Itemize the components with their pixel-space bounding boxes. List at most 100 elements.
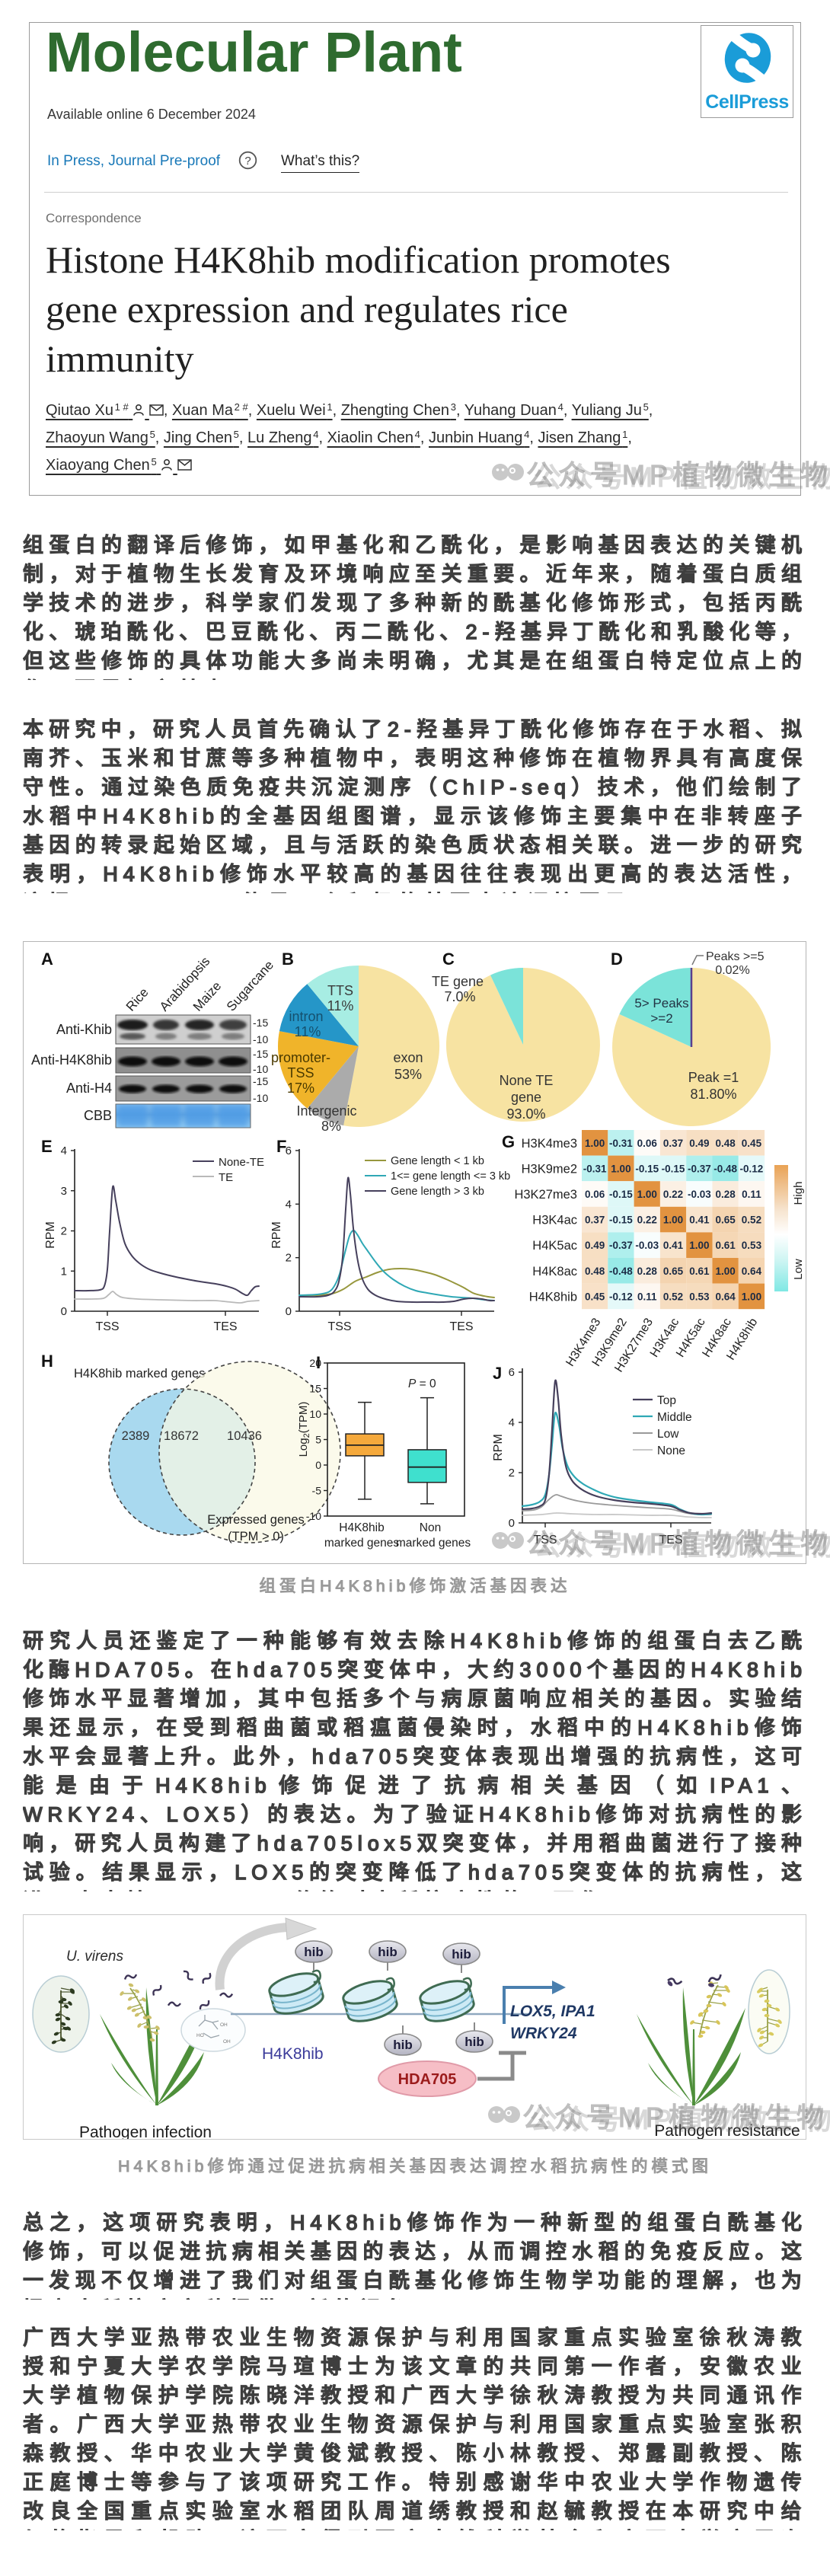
svg-text:2: 2 xyxy=(61,1225,67,1238)
svg-text:0.22: 0.22 xyxy=(663,1189,683,1200)
svg-text:Low: Low xyxy=(657,1428,679,1441)
svg-text:P = 0: P = 0 xyxy=(408,1377,436,1390)
svg-text:1<= gene length <= 3 kb: 1<= gene length <= 3 kb xyxy=(391,1170,510,1183)
svg-text:H4K8hib marked genes: H4K8hib marked genes xyxy=(74,1367,205,1381)
svg-text:TE gene: TE gene xyxy=(432,974,484,989)
svg-text:-10: -10 xyxy=(306,1510,321,1522)
svg-text:-15: -15 xyxy=(253,1048,268,1060)
svg-text:High: High xyxy=(792,1182,805,1205)
svg-text:-0.03: -0.03 xyxy=(688,1189,711,1200)
svg-text:0.65: 0.65 xyxy=(663,1266,684,1277)
svg-text:0.22: 0.22 xyxy=(637,1215,657,1226)
svg-text:D: D xyxy=(611,950,623,969)
svg-text:-0.15: -0.15 xyxy=(609,1189,633,1200)
svg-text:-0.31: -0.31 xyxy=(583,1163,607,1174)
svg-text:H4K8hib: H4K8hib xyxy=(529,1290,577,1304)
svg-text:H3K27me3: H3K27me3 xyxy=(514,1188,577,1202)
svg-text:Expressed genes: Expressed genes xyxy=(207,1513,305,1527)
svg-text:E: E xyxy=(41,1137,53,1156)
svg-text:H4K8ac: H4K8ac xyxy=(532,1265,577,1278)
svg-text:TSS: TSS xyxy=(287,1065,314,1081)
svg-text:intron: intron xyxy=(289,1009,323,1024)
svg-text:0: 0 xyxy=(509,1517,515,1530)
svg-text:0.02%: 0.02% xyxy=(715,964,749,977)
svg-text:0.48: 0.48 xyxy=(585,1266,605,1277)
svg-text:Sugarcane: Sugarcane xyxy=(224,958,276,1014)
svg-text:Gene length < 1 kb: Gene length < 1 kb xyxy=(391,1155,484,1167)
svg-text:0.45: 0.45 xyxy=(585,1291,605,1302)
svg-text:Middle: Middle xyxy=(657,1411,692,1424)
svg-text:Top: Top xyxy=(657,1394,676,1407)
svg-text:-0.31: -0.31 xyxy=(609,1138,633,1149)
svg-text:Anti-Khib: Anti-Khib xyxy=(56,1022,112,1037)
svg-text:TSS: TSS xyxy=(95,1320,119,1333)
svg-text:18672: 18672 xyxy=(164,1429,199,1443)
svg-text:1.00: 1.00 xyxy=(663,1215,683,1226)
svg-text:11%: 11% xyxy=(327,998,354,1013)
svg-text:2: 2 xyxy=(509,1467,515,1480)
svg-text:marked genes: marked genes xyxy=(324,1537,399,1550)
svg-text:-0.15: -0.15 xyxy=(662,1163,685,1174)
svg-text:4: 4 xyxy=(509,1416,515,1429)
svg-text:Rice: Rice xyxy=(123,985,152,1014)
svg-text:G: G xyxy=(502,1132,515,1151)
svg-text:None-TE: None-TE xyxy=(219,1156,264,1169)
svg-text:10436: 10436 xyxy=(227,1429,262,1443)
svg-text:0.11: 0.11 xyxy=(637,1291,657,1302)
svg-text:0.49: 0.49 xyxy=(689,1138,709,1149)
svg-text:hib: hib xyxy=(464,2035,484,2049)
svg-text:H3K9me2: H3K9me2 xyxy=(522,1162,577,1176)
svg-text:None: None xyxy=(657,1444,685,1457)
svg-text:Pathogen infection: Pathogen infection xyxy=(79,2124,212,2139)
svg-text:hib: hib xyxy=(393,2038,413,2052)
svg-text:OH: OH xyxy=(223,2039,231,2045)
svg-text:H4K5ac: H4K5ac xyxy=(532,1239,577,1253)
svg-text:-15: -15 xyxy=(253,1017,268,1029)
svg-text:1.00: 1.00 xyxy=(637,1189,657,1200)
svg-text:1.00: 1.00 xyxy=(611,1163,630,1174)
svg-text:-0.03: -0.03 xyxy=(635,1240,659,1251)
svg-text:0.61: 0.61 xyxy=(689,1266,710,1277)
svg-text:H: H xyxy=(41,1352,53,1371)
svg-text:TTS: TTS xyxy=(327,983,353,998)
svg-text:0.28: 0.28 xyxy=(637,1266,658,1277)
svg-text:?: ? xyxy=(244,155,251,168)
svg-text:5> Peaks: 5> Peaks xyxy=(634,996,688,1010)
svg-text:RPM: RPM xyxy=(270,1221,283,1249)
svg-text:WRKY24: WRKY24 xyxy=(510,2025,577,2042)
svg-text:-0.15: -0.15 xyxy=(635,1163,659,1174)
svg-text:15: 15 xyxy=(309,1383,321,1395)
svg-text:hib: hib xyxy=(378,1945,397,1959)
svg-text:hib: hib xyxy=(304,1945,324,1959)
svg-text:2: 2 xyxy=(286,1252,292,1265)
svg-text:2389: 2389 xyxy=(122,1429,150,1443)
svg-text:Anti-H4K8hib: Anti-H4K8hib xyxy=(31,1052,112,1068)
svg-text:-0.37: -0.37 xyxy=(609,1240,633,1251)
svg-text:TSS: TSS xyxy=(327,1320,351,1333)
svg-text:0.65: 0.65 xyxy=(716,1215,736,1226)
svg-text:0.52: 0.52 xyxy=(742,1215,761,1226)
svg-text:11%: 11% xyxy=(295,1024,321,1039)
svg-text:Anti-H4: Anti-H4 xyxy=(66,1081,112,1096)
svg-text:5: 5 xyxy=(315,1434,321,1446)
svg-text:B: B xyxy=(282,950,294,969)
svg-text:10: 10 xyxy=(309,1408,321,1420)
svg-text:hib: hib xyxy=(452,1947,471,1962)
svg-text:0.45: 0.45 xyxy=(742,1138,762,1149)
svg-text:Intergenic: Intergenic xyxy=(296,1103,356,1119)
svg-text:U. virens: U. virens xyxy=(66,1949,123,1965)
svg-text:H4K8hib: H4K8hib xyxy=(262,2045,324,2063)
svg-text:-0.48: -0.48 xyxy=(609,1266,633,1277)
svg-text:-0.12: -0.12 xyxy=(609,1291,633,1302)
svg-text:0: 0 xyxy=(315,1459,321,1471)
svg-text:3: 3 xyxy=(61,1185,67,1198)
svg-text:0.28: 0.28 xyxy=(716,1189,736,1200)
svg-text:Peak =1: Peak =1 xyxy=(688,1070,739,1085)
svg-text:6: 6 xyxy=(509,1366,515,1379)
svg-text:0.64: 0.64 xyxy=(716,1291,736,1302)
svg-text:-10: -10 xyxy=(253,1092,268,1104)
svg-text:4: 4 xyxy=(286,1198,292,1211)
svg-text:RPM: RPM xyxy=(44,1221,57,1249)
svg-text:20: 20 xyxy=(309,1357,321,1369)
svg-text:1: 1 xyxy=(61,1265,67,1278)
